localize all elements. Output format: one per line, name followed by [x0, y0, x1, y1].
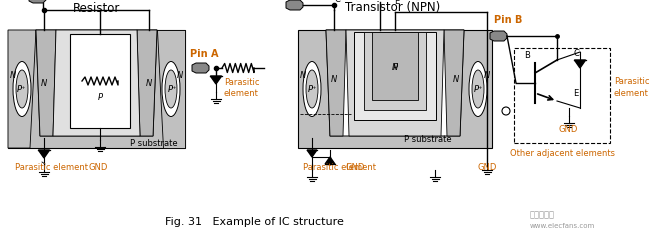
Text: N: N: [453, 74, 459, 84]
Text: N: N: [146, 79, 152, 88]
Ellipse shape: [165, 70, 177, 108]
Ellipse shape: [469, 61, 487, 116]
Text: P substrate: P substrate: [404, 135, 452, 144]
Text: Parasitic element: Parasitic element: [303, 164, 376, 173]
Polygon shape: [29, 0, 46, 3]
Ellipse shape: [306, 70, 318, 108]
Polygon shape: [192, 63, 209, 73]
Polygon shape: [157, 30, 185, 148]
Polygon shape: [8, 30, 185, 148]
Text: Pin A: Pin A: [190, 49, 218, 59]
Polygon shape: [346, 30, 444, 136]
Polygon shape: [326, 30, 464, 136]
Text: P substrate: P substrate: [130, 139, 177, 148]
Text: Transistor (NPN): Transistor (NPN): [345, 1, 441, 15]
Text: Parasitic
element: Parasitic element: [614, 77, 649, 98]
Text: B: B: [524, 51, 530, 60]
Text: GND: GND: [559, 125, 578, 134]
Polygon shape: [137, 30, 157, 136]
Bar: [70, 34, 130, 128]
Text: P⁺: P⁺: [307, 84, 317, 94]
Circle shape: [502, 107, 510, 115]
Polygon shape: [8, 30, 36, 148]
Ellipse shape: [13, 61, 31, 116]
Polygon shape: [286, 0, 303, 10]
Polygon shape: [36, 30, 56, 136]
Polygon shape: [38, 150, 49, 158]
Polygon shape: [53, 30, 140, 136]
Polygon shape: [298, 30, 492, 148]
Text: N: N: [331, 74, 337, 84]
Ellipse shape: [16, 70, 28, 108]
Text: E: E: [573, 89, 578, 98]
Text: www.elecfans.com: www.elecfans.com: [530, 223, 595, 229]
Text: GND: GND: [345, 164, 365, 173]
Text: C: C: [573, 50, 579, 59]
Ellipse shape: [303, 61, 321, 116]
Text: Other adjacent elements: Other adjacent elements: [510, 149, 614, 158]
Text: C: C: [334, 0, 340, 5]
Text: Resistor: Resistor: [73, 1, 120, 15]
Bar: [354, 32, 436, 120]
Text: Fig. 31   Example of IC structure: Fig. 31 Example of IC structure: [165, 217, 344, 227]
Polygon shape: [36, 30, 157, 136]
Text: N: N: [10, 70, 16, 79]
Ellipse shape: [162, 61, 180, 116]
Text: N: N: [41, 79, 47, 88]
Polygon shape: [307, 150, 317, 157]
Bar: [364, 32, 426, 110]
Text: N: N: [484, 70, 490, 79]
Polygon shape: [444, 30, 464, 136]
Bar: [514, 48, 610, 143]
Text: E: E: [395, 0, 400, 6]
Ellipse shape: [472, 70, 484, 108]
Bar: [372, 32, 418, 100]
Text: Parasitic
element: Parasitic element: [224, 78, 259, 98]
Text: N: N: [300, 70, 306, 79]
Polygon shape: [326, 30, 346, 136]
Text: N: N: [177, 70, 183, 79]
Text: P⁺: P⁺: [473, 84, 483, 94]
Polygon shape: [211, 76, 222, 84]
Text: GND: GND: [477, 164, 497, 173]
Text: Pin B: Pin B: [494, 15, 523, 25]
Text: P⁺: P⁺: [167, 84, 177, 94]
Polygon shape: [325, 157, 335, 164]
Text: P⁺: P⁺: [16, 84, 26, 94]
Polygon shape: [575, 60, 586, 68]
Polygon shape: [490, 31, 507, 41]
Text: 电子发烧友: 电子发烧友: [530, 210, 555, 219]
Text: P: P: [98, 93, 103, 101]
Text: Parasitic element: Parasitic element: [15, 164, 88, 173]
Text: GND: GND: [88, 164, 108, 173]
Text: P: P: [393, 63, 398, 71]
Text: N: N: [392, 64, 398, 73]
